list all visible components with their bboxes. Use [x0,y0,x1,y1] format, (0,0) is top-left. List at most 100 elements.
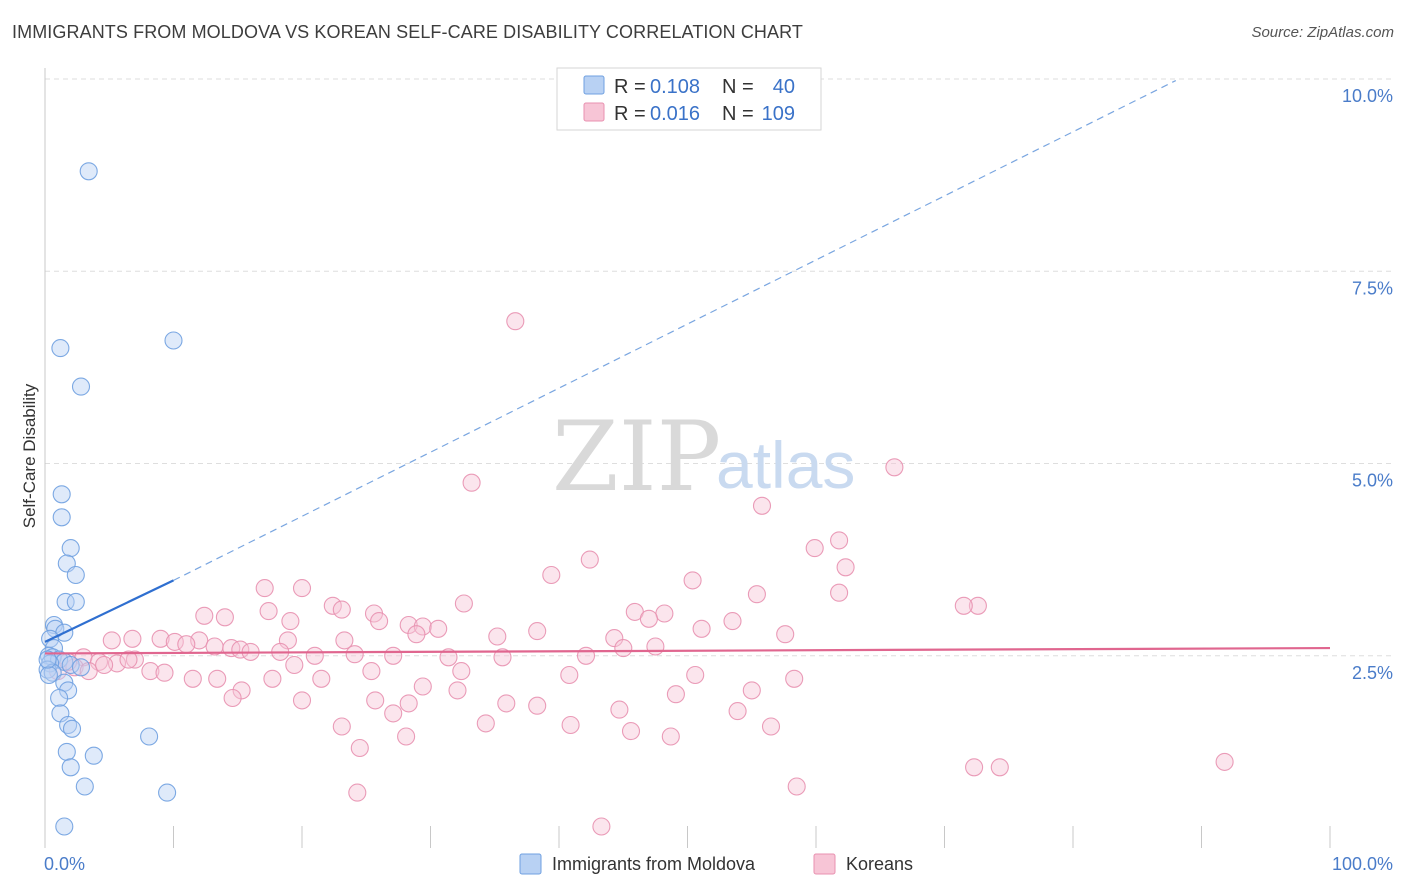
korean-point [263,669,282,688]
moldova-point [50,688,69,708]
korean-point [407,625,426,644]
moldova-point [62,719,82,738]
korean-point [429,619,448,638]
stats-r-value-moldova: 0.108 [650,76,700,98]
stats-n-value-moldova: 40 [773,76,795,98]
moldova-point [140,727,159,746]
korean-point [305,646,324,665]
korean-point [281,612,300,631]
x-tick-label-0: 0.0% [44,854,85,874]
korean-point [830,583,849,602]
korean-point [183,669,202,688]
moldova-point [38,650,57,669]
moldova-point [61,539,80,558]
moldova-point [164,331,183,350]
moldova-point [61,758,80,777]
moldova-point [75,777,94,796]
x-tick-label-1: 100.0% [1332,854,1393,874]
korean-point [528,622,547,641]
korean-point [968,596,987,615]
korean-point [223,688,242,708]
korean-point [785,669,804,688]
korean-point [610,700,629,719]
korean-point [476,714,495,733]
korean-point [215,608,234,627]
korean-point [742,681,761,700]
korean-point [836,558,855,577]
korean-point [661,727,680,746]
korean-point [805,539,824,558]
y-tick-label-0: 2.5% [1352,663,1393,683]
legend-swatch-moldova [519,853,542,875]
korean-point [787,777,806,796]
moldova-point [55,817,74,836]
y-tick-label-1: 5.0% [1352,471,1393,491]
korean-point [683,571,702,590]
korean-point [990,758,1009,777]
korean-point [965,758,984,777]
korean-point [350,738,369,758]
korean-point [639,609,658,628]
korean-point [177,635,196,654]
korean-point [345,645,364,664]
korean-point [439,648,458,667]
korean-point [462,473,481,492]
korean-point [259,602,278,621]
grid [45,78,1394,657]
korean-point [728,702,747,721]
korean-trend-line [44,646,1331,655]
moldova-point [66,592,85,611]
korean-point [752,496,772,515]
stats-n-value-koreans: 109 [762,103,795,125]
moldova-trend-line [44,579,174,643]
korean-point [528,696,547,715]
moldova-point [79,162,98,181]
korean-point [102,631,121,650]
korean-point [332,717,351,736]
korean-point [399,615,418,635]
korean-point [366,691,385,710]
korean-point [776,625,795,644]
korean-point [560,665,579,685]
moldova-point [71,377,91,396]
korean-point [954,596,973,615]
korean-point [488,627,507,646]
korean-point [397,727,416,746]
moldova-point [51,339,70,358]
korean-point [208,669,227,688]
korean-point [692,619,711,638]
korean-point [323,596,342,615]
korean-point [592,817,611,836]
korean-point [312,669,331,688]
korean-point [1215,752,1234,771]
legend-swatch-koreans [813,853,836,875]
korean-point [332,600,351,619]
korean-point [123,629,142,648]
moldova-point [57,742,76,761]
y-tick-label-3: 10.0% [1342,86,1393,106]
y-tick-label-2: 7.5% [1352,278,1393,298]
series-legend: Immigrants from Moldova Koreans [519,853,913,875]
korean-point [125,650,144,669]
korean-point [506,312,525,331]
korean-point [655,604,674,623]
korean-point [151,629,170,648]
korean-point [155,663,174,682]
korean-point [399,694,418,713]
chart-title: IMMIGRANTS FROM MOLDOVA VS KOREAN SELF-C… [12,22,803,42]
moldova-point [66,565,85,585]
korean-point [686,665,705,685]
stats-legend: R = 0.108 N = 40 R = 0.016 N = 109 [556,67,822,131]
korean-point [285,655,304,675]
korean-point [723,612,742,631]
korean-point [413,677,432,696]
legend-label-koreans: Koreans [846,854,913,874]
stats-r-value-koreans: 0.016 [650,103,700,125]
korean-point [561,715,580,735]
korean-point [605,629,624,648]
korean-point [580,550,599,569]
moldova-point [158,783,177,802]
korean-point [493,648,512,667]
axes [44,68,1331,848]
y-axis-label: Self-Care Disability [20,383,39,528]
